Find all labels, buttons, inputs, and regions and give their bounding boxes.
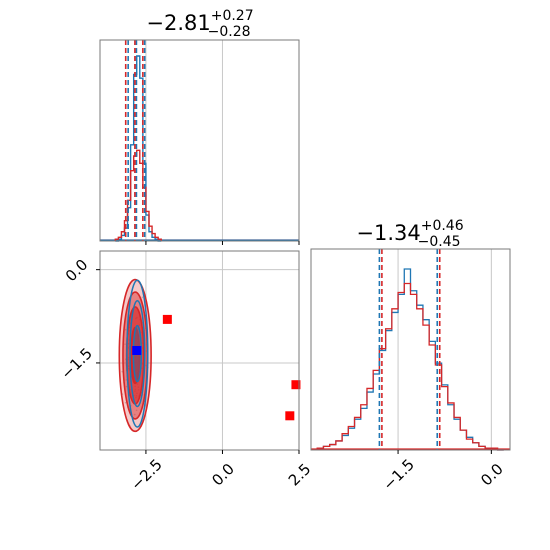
- title-lower-error: −0.45: [418, 234, 461, 250]
- sample-point: [133, 413, 136, 416]
- x-tick-label: 0.0: [208, 460, 238, 490]
- marker-marker_blue: [132, 346, 142, 355]
- panel-title: −2.81+0.27 −0.28: [146, 8, 253, 40]
- title-lower-error: −0.28: [208, 24, 251, 40]
- histogram-series-group: [100, 55, 299, 242]
- x-tick-label: −2.5: [127, 455, 165, 493]
- contour-blue-level-2: [129, 300, 146, 408]
- tick-marks-group: [397, 450, 492, 454]
- quantile-lines-group: [378, 249, 441, 450]
- sample-point: [144, 364, 147, 367]
- panel-frame: [310, 248, 511, 451]
- histogram-red: [114, 149, 162, 241]
- y-tick-labels: 0.0 −1.5: [57, 256, 95, 383]
- histogram-series-group: [311, 268, 510, 451]
- title-value: −1.34: [356, 221, 420, 245]
- quantile-lines-group: [124, 40, 146, 241]
- histogram-blue: [115, 55, 162, 242]
- panel-title: −1.34+0.46 −0.45: [356, 218, 463, 250]
- marker-group: [132, 314, 301, 421]
- contour-group: [118, 278, 152, 433]
- marker-marker_red: [162, 314, 172, 324]
- sample-point: [125, 379, 128, 381]
- panel-marginal-param1: −2.81+0.27 −0.28: [99, 8, 300, 245]
- panel-background: [100, 40, 299, 241]
- panel-frame: [99, 39, 300, 242]
- sample-point: [124, 401, 127, 404]
- x-tick-labels: −2.5 0.0 2.5: [127, 455, 314, 493]
- x-tick-label: 0.0: [477, 460, 507, 490]
- sample-point: [124, 343, 126, 345]
- sample-point: [125, 385, 128, 388]
- contour-blue-level-1: [126, 279, 149, 428]
- marker-marker_red: [291, 380, 301, 390]
- x-tick-labels: −1.5 0.0: [380, 455, 507, 493]
- y-tick-label: 0.0: [62, 256, 92, 286]
- panel-marginal-param2: −1.5 0.0 −1.34+0.46 −0.45: [310, 218, 511, 494]
- title-upper-error: +0.27: [211, 8, 254, 24]
- title-upper-error: +0.46: [421, 218, 464, 234]
- sample-point: [124, 328, 127, 331]
- panel-frame: [99, 250, 300, 451]
- panel-2d-param1-param2: −2.5 0.0 2.5 0.0 −1.5: [57, 250, 315, 494]
- x-tick-label: 2.5: [285, 460, 315, 490]
- title-value: −2.81: [146, 11, 210, 35]
- tick-marks-group: [145, 241, 300, 245]
- y-tick-label: −1.5: [57, 344, 95, 382]
- marker-marker_red: [285, 411, 295, 421]
- histogram-red: [316, 282, 504, 451]
- sample-point: [141, 296, 144, 299]
- sample-point: [135, 409, 138, 412]
- x-tick-label: −1.5: [380, 455, 418, 493]
- tick-marks-group: [96, 269, 300, 454]
- panel-grid: [397, 249, 492, 450]
- histogram-blue: [316, 268, 504, 451]
